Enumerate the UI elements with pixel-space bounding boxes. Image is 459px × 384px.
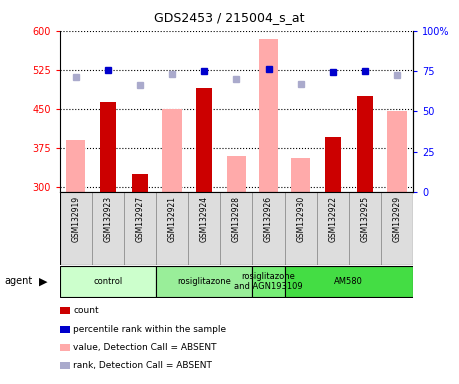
Bar <box>252 192 285 265</box>
Bar <box>162 109 182 192</box>
Text: GSM132919: GSM132919 <box>71 196 80 242</box>
Bar <box>285 192 317 265</box>
Text: GSM132921: GSM132921 <box>168 196 177 242</box>
Text: GSM132925: GSM132925 <box>360 196 369 242</box>
Text: control: control <box>93 277 123 286</box>
Text: agent: agent <box>5 276 33 286</box>
Text: GSM132926: GSM132926 <box>264 196 273 242</box>
Bar <box>100 102 116 192</box>
Text: GSM132928: GSM132928 <box>232 196 241 242</box>
Bar <box>196 88 213 192</box>
Text: GDS2453 / 215004_s_at: GDS2453 / 215004_s_at <box>154 11 305 24</box>
Bar <box>387 111 407 192</box>
Bar <box>60 266 156 297</box>
Bar <box>156 192 188 265</box>
Bar <box>156 266 252 297</box>
Bar <box>357 96 373 192</box>
Bar <box>188 192 220 265</box>
Bar <box>285 266 413 297</box>
Text: value, Detection Call = ABSENT: value, Detection Call = ABSENT <box>73 343 217 352</box>
Bar <box>317 192 349 265</box>
Bar <box>325 137 341 192</box>
Bar <box>227 156 246 192</box>
Text: GSM132924: GSM132924 <box>200 196 209 242</box>
Text: GSM132922: GSM132922 <box>328 196 337 242</box>
Bar <box>66 140 85 192</box>
Text: rosiglitazone: rosiglitazone <box>177 277 231 286</box>
Text: rosiglitazone
and AGN193109: rosiglitazone and AGN193109 <box>234 271 303 291</box>
Bar <box>381 192 413 265</box>
Text: GSM132923: GSM132923 <box>103 196 112 242</box>
Bar <box>60 192 92 265</box>
Text: percentile rank within the sample: percentile rank within the sample <box>73 324 227 334</box>
Bar <box>220 192 252 265</box>
Text: AM580: AM580 <box>335 277 363 286</box>
Bar <box>132 174 148 192</box>
Text: GSM132930: GSM132930 <box>296 196 305 242</box>
Bar <box>124 192 156 265</box>
Bar <box>291 158 310 192</box>
Text: ▶: ▶ <box>39 276 48 286</box>
Text: GSM132929: GSM132929 <box>392 196 402 242</box>
Text: count: count <box>73 306 99 315</box>
Bar <box>252 266 285 297</box>
Bar <box>92 192 124 265</box>
Bar <box>259 38 278 192</box>
Bar <box>349 192 381 265</box>
Text: rank, Detection Call = ABSENT: rank, Detection Call = ABSENT <box>73 361 213 371</box>
Text: GSM132927: GSM132927 <box>135 196 145 242</box>
